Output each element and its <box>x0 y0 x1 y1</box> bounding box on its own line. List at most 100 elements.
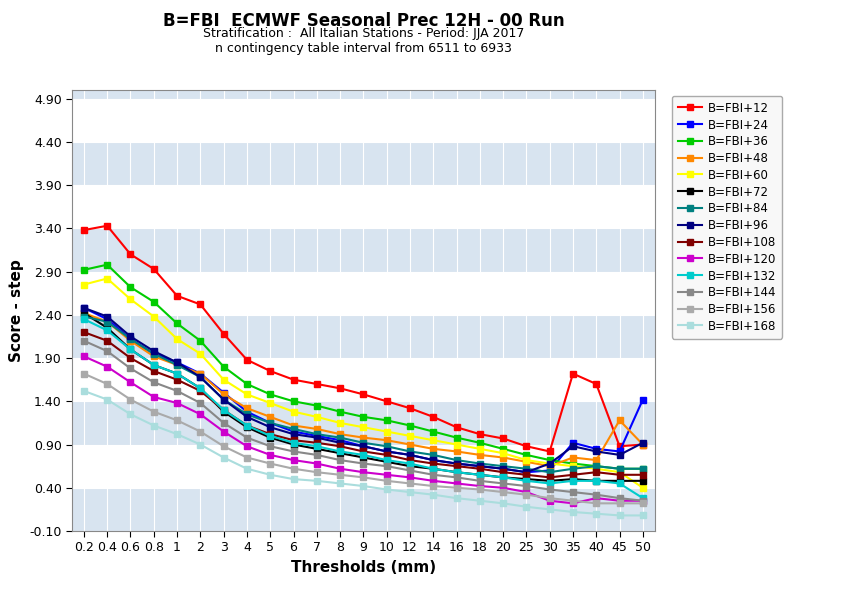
B=FBI+72 <box>405 463 415 470</box>
Bar <box>72 488 654 531</box>
B=FBI+96 <box>545 460 555 467</box>
B=FBI+12 <box>79 226 89 233</box>
B=FBI+108 <box>149 367 159 374</box>
B=FBI+120 <box>125 379 135 386</box>
B=FBI+12 <box>358 391 368 398</box>
B=FBI+96 <box>102 313 112 320</box>
B=FBI+12 <box>265 367 275 374</box>
Bar <box>72 315 654 358</box>
B=FBI+84 <box>335 434 345 441</box>
B=FBI+156 <box>312 469 322 476</box>
B=FBI+84 <box>615 465 625 472</box>
B=FBI+120 <box>638 497 648 505</box>
B=FBI+96 <box>382 448 392 455</box>
B=FBI+36 <box>149 298 159 305</box>
B=FBI+84 <box>102 318 112 325</box>
Line: B=FBI+108: B=FBI+108 <box>81 329 646 481</box>
B=FBI+120 <box>428 477 439 484</box>
B=FBI+144 <box>149 379 159 386</box>
B=FBI+84 <box>196 373 206 380</box>
B=FBI+144 <box>382 463 392 470</box>
B=FBI+24 <box>172 359 182 366</box>
B=FBI+120 <box>218 428 229 435</box>
B=FBI+168 <box>312 477 322 484</box>
B=FBI+36 <box>568 460 578 467</box>
Line: B=FBI+120: B=FBI+120 <box>81 353 646 507</box>
B=FBI+48 <box>312 425 322 433</box>
B=FBI+156 <box>358 474 368 481</box>
B=FBI+84 <box>382 443 392 450</box>
B=FBI+168 <box>545 506 555 513</box>
B=FBI+36 <box>474 439 484 446</box>
B=FBI+156 <box>451 484 462 491</box>
B=FBI+48 <box>172 361 182 368</box>
B=FBI+156 <box>172 417 182 424</box>
B=FBI+120 <box>358 469 368 476</box>
Bar <box>72 358 654 401</box>
B=FBI+24 <box>521 469 531 476</box>
B=FBI+108 <box>545 474 555 481</box>
Bar <box>72 272 654 315</box>
Line: B=FBI+12: B=FBI+12 <box>81 222 646 455</box>
B=FBI+132 <box>638 494 648 502</box>
B=FBI+96 <box>615 451 625 458</box>
B=FBI+120 <box>545 497 555 505</box>
Line: B=FBI+156: B=FBI+156 <box>81 370 646 507</box>
B=FBI+24 <box>241 408 252 415</box>
B=FBI+168 <box>405 488 415 496</box>
B=FBI+96 <box>218 396 229 403</box>
B=FBI+48 <box>149 353 159 360</box>
B=FBI+96 <box>288 431 298 438</box>
B=FBI+72 <box>312 445 322 452</box>
B=FBI+24 <box>265 419 275 427</box>
B=FBI+132 <box>102 327 112 334</box>
B=FBI+84 <box>218 396 229 403</box>
B=FBI+72 <box>288 441 298 448</box>
B=FBI+120 <box>172 400 182 407</box>
B=FBI+132 <box>545 480 555 487</box>
B=FBI+168 <box>288 476 298 483</box>
B=FBI+36 <box>638 465 648 472</box>
B=FBI+24 <box>405 451 415 458</box>
B=FBI+12 <box>125 251 135 258</box>
B=FBI+132 <box>172 370 182 377</box>
B=FBI+24 <box>568 439 578 446</box>
B=FBI+96 <box>196 373 206 380</box>
B=FBI+12 <box>312 380 322 388</box>
B=FBI+60 <box>218 376 229 383</box>
B=FBI+132 <box>218 406 229 413</box>
B=FBI+48 <box>196 370 206 377</box>
B=FBI+156 <box>335 471 345 478</box>
B=FBI+24 <box>218 389 229 396</box>
B=FBI+84 <box>405 448 415 455</box>
B=FBI+72 <box>428 465 439 472</box>
B=FBI+96 <box>428 457 439 464</box>
B=FBI+36 <box>172 320 182 327</box>
B=FBI+84 <box>451 457 462 464</box>
B=FBI+48 <box>102 318 112 325</box>
B=FBI+144 <box>474 477 484 484</box>
B=FBI+120 <box>288 457 298 464</box>
B=FBI+168 <box>335 480 345 487</box>
B=FBI+156 <box>638 500 648 507</box>
B=FBI+168 <box>125 410 135 418</box>
B=FBI+36 <box>428 428 439 435</box>
B=FBI+60 <box>521 457 531 464</box>
B=FBI+12 <box>498 435 508 442</box>
B=FBI+60 <box>638 484 648 491</box>
B=FBI+12 <box>218 330 229 337</box>
B=FBI+144 <box>545 486 555 493</box>
B=FBI+24 <box>591 445 601 452</box>
B=FBI+72 <box>149 361 159 368</box>
B=FBI+48 <box>638 441 648 448</box>
B=FBI+60 <box>102 275 112 282</box>
B=FBI+132 <box>125 346 135 353</box>
B=FBI+60 <box>498 449 508 457</box>
B=FBI+36 <box>591 463 601 470</box>
B=FBI+144 <box>172 388 182 395</box>
B=FBI+144 <box>196 400 206 407</box>
B=FBI+96 <box>405 451 415 458</box>
B=FBI+72 <box>102 324 112 331</box>
B=FBI+120 <box>79 353 89 360</box>
B=FBI+72 <box>638 477 648 484</box>
